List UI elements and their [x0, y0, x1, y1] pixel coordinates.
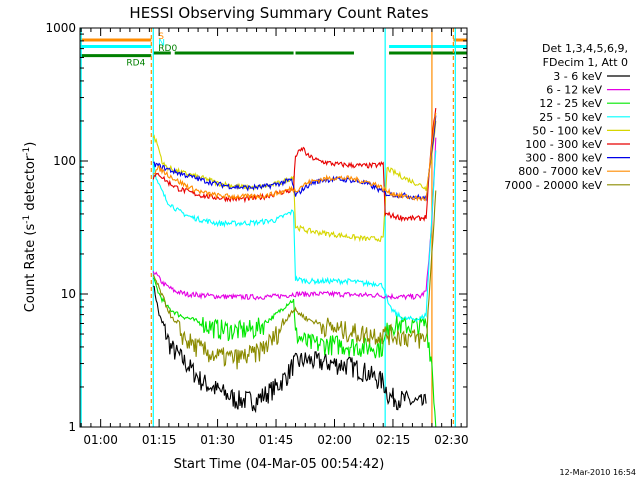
chart-title: HESSI Observing Summary Count Rates [129, 4, 428, 22]
series-line-8 [152, 190, 437, 370]
y-tick-label-3: 1000 [45, 21, 76, 35]
x-tick-label-0: 01:00 [83, 433, 118, 447]
x-tick-label-4: 02:00 [317, 433, 352, 447]
legend-header-0: Det 1,3,4,5,6,9, [542, 42, 628, 55]
legend-header-1: FDecim 1, Att 0 [543, 56, 628, 69]
y-axis-label: Count Rate (s-1 detector-1) [22, 142, 38, 313]
flag-label-1: N [158, 39, 165, 49]
x-tick-label-6: 02:30 [434, 433, 469, 447]
series-line-1 [152, 137, 437, 301]
x-axis: 01:00 01:15 01:30 01:45 02:00 02:15 02:30 [80, 28, 469, 447]
x-tick-label-3: 01:45 [259, 433, 294, 447]
legend-label-4: 50 - 100 keV [532, 124, 602, 137]
y-tick-label-0: 1 [68, 420, 76, 434]
plot-frame [79, 27, 468, 428]
series-line-3 [152, 150, 437, 323]
legend-label-7: 800 - 7000 keV [518, 165, 602, 178]
legend-label-0: 3 - 6 keV [553, 70, 602, 83]
legend-label-3: 25 - 50 keV [539, 111, 602, 124]
flag-label-0: S [158, 32, 164, 42]
series-line-5 [152, 108, 437, 223]
series-layer [152, 108, 437, 428]
legend-label-5: 100 - 300 keV [525, 138, 602, 151]
x-tick-label-1: 01:15 [142, 433, 177, 447]
series-line-0 [153, 285, 427, 414]
legend-label-6: 300 - 800 keV [525, 152, 602, 165]
x-axis-label: Start Time (04-Mar-05 00:54:42) [174, 457, 385, 472]
x-tick-label-2: 01:30 [200, 433, 235, 447]
legend: Det 1,3,4,5,6,9,FDecim 1, Att 03 - 6 keV… [504, 42, 630, 192]
flag-label-3: RD4 [126, 59, 145, 69]
y-axis: 1 10 100 1000 [45, 21, 467, 434]
markers-layer [80, 28, 456, 427]
series-line-7 [153, 112, 437, 202]
legend-label-8: 7000 - 20000 keV [504, 179, 602, 192]
y-tick-label-2: 100 [53, 154, 76, 168]
series-line-2 [152, 277, 437, 428]
x-tick-label-5: 02:15 [376, 433, 411, 447]
series-line-4 [152, 120, 437, 243]
footer-timestamp: 12-Mar-2010 16:54 [560, 468, 637, 477]
y-tick-label-1: 10 [61, 287, 76, 301]
legend-label-2: 12 - 25 keV [539, 97, 602, 110]
legend-label-1: 6 - 12 keV [546, 84, 602, 97]
flag-label-2: RD0 [158, 44, 177, 54]
